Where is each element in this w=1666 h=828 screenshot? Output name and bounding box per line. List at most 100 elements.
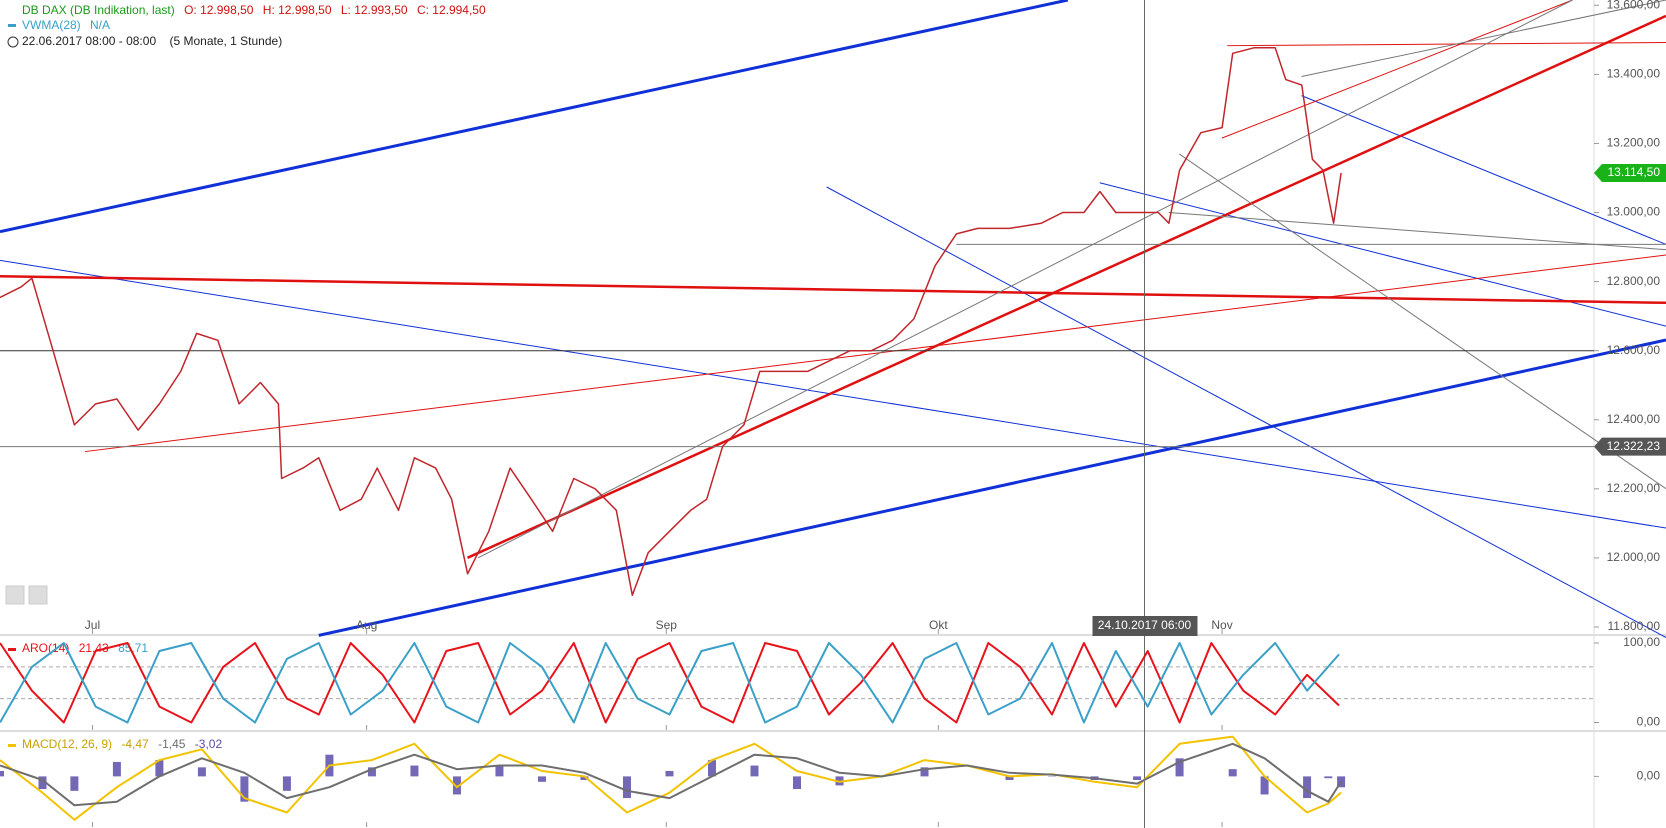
y-tick-label: 11.800,00 [1608,619,1661,633]
macd-title: MACD(12, 26, 9) [22,737,112,751]
y-tick-label: 0,00 [1637,769,1661,783]
legend-swatch [8,24,16,27]
aro-value: 21,43 [79,641,109,655]
histogram-bar [1260,776,1269,795]
last-price-badge [1594,163,1666,182]
y-tick-label: 0,00 [1637,715,1661,729]
histogram-bar [240,776,249,802]
histogram-bar [367,767,376,777]
trend-line [468,16,1666,558]
trend-line [1302,0,1666,77]
histogram-bar [410,765,419,777]
legend-swatch [8,744,16,747]
period-line: 22.06.2017 08:00 - 08:00 (5 Monate, 1 St… [22,34,282,48]
trend-line [1169,213,1666,250]
crosshair-label: 24.10.2017 06:00 [1098,618,1192,632]
trend-line [0,276,1666,303]
macd-value: -1,45 [158,737,186,751]
histogram-bar [622,776,631,799]
x-tick-label: Aug [356,618,377,632]
ohlc: L: 12.993,50 [341,3,408,17]
range: (5 Monate, 1 Stunde) [169,34,282,48]
histogram-bar [1303,776,1312,799]
histogram-bar [1175,758,1184,777]
macd-value: -4,47 [121,737,149,751]
aro-legend: ARO(14) 21,43 85,71 [22,641,148,655]
trend-line [827,187,1666,638]
histogram-bar [282,776,291,791]
histogram-bar [155,760,164,777]
x-tick-label: Okt [929,618,948,632]
histogram-bar [197,767,206,777]
histogram-bar [793,776,801,790]
y-tick-label: 13.400,00 [1607,67,1661,81]
y-tick-label: 13.200,00 [1607,136,1661,150]
crosshair-badge [1092,616,1198,636]
series-line [0,642,1340,724]
histogram-bar [70,776,79,791]
y-tick-label: 12.600,00 [1607,343,1661,357]
histogram-bar [1228,769,1237,777]
histogram-bar [1324,776,1333,779]
y-tick-label: 12.200,00 [1607,481,1661,495]
zoom-button[interactable] [5,585,25,605]
x-tick-label: Nov [1211,618,1232,632]
series-line [0,735,1342,821]
histogram-bar [38,776,47,790]
histogram-bar [537,776,546,782]
macd-legend: MACD(12, 26, 9) -4,47 -1,45 -3,02 [22,737,222,751]
y-tick-label: 12.400,00 [1607,412,1661,426]
indicator-line: VWMA(28) N/A [22,18,110,32]
trend-line [319,340,1666,635]
trend-line [85,255,1666,452]
x-tick-label: Sep [656,618,678,632]
trend-line [478,0,1572,558]
ohlc: H: 12.998,50 [263,3,332,17]
header-line: DB DAX (DB Indikation, last) O: 12.998,5… [22,3,486,17]
histogram-bar [1005,776,1014,780]
y-tick-label: 13.000,00 [1607,205,1661,219]
series-line [0,642,1340,724]
histogram-bar [452,776,461,795]
y-tick-label: 12.000,00 [1607,550,1661,564]
macd-value: -3,02 [195,737,223,751]
trend-line [0,260,1666,528]
chart-title: DB DAX (DB Indikation, last) [22,3,175,17]
clock-icon [7,36,19,48]
histogram-bar [0,770,4,777]
histogram-bar [112,761,121,777]
series-line [0,47,1342,596]
y-tick-label: 12.800,00 [1607,274,1661,288]
histogram-bar [665,770,674,777]
trend-lines [0,0,1666,638]
x-tick-label: Jul [85,618,100,632]
price-badge [1594,437,1666,456]
histogram-bar [920,767,929,777]
trend-line [1179,154,1666,489]
aro-title: ARO(14) [22,641,69,655]
indicator-value: N/A [90,18,110,32]
ohlc: C: 12.994,50 [417,3,486,17]
period: 22.06.2017 08:00 - 08:00 [22,34,156,48]
ohlc: O: 12.998,50 [184,3,254,17]
trend-line [1227,43,1666,46]
aro-value: 85,71 [118,641,148,655]
y-tick-label: 13.600,00 [1607,0,1661,11]
histogram-bar [707,760,716,777]
legend-swatch [8,648,16,651]
histogram-bar [495,765,504,777]
indicator: VWMA(28) [22,18,81,32]
histogram-bar [580,776,589,780]
price-badge-label: 12.322,23 [1607,439,1661,453]
zoom-button[interactable] [28,585,48,605]
last-price-label: 13.114,50 [1608,165,1661,179]
series-line [0,742,1342,807]
trend-line [1222,0,1573,138]
trend-line [1302,96,1666,245]
histogram-bar [750,765,759,777]
trend-line [0,0,1068,232]
y-tick-label: 100,00 [1623,635,1660,649]
histogram-bar [1133,776,1142,780]
